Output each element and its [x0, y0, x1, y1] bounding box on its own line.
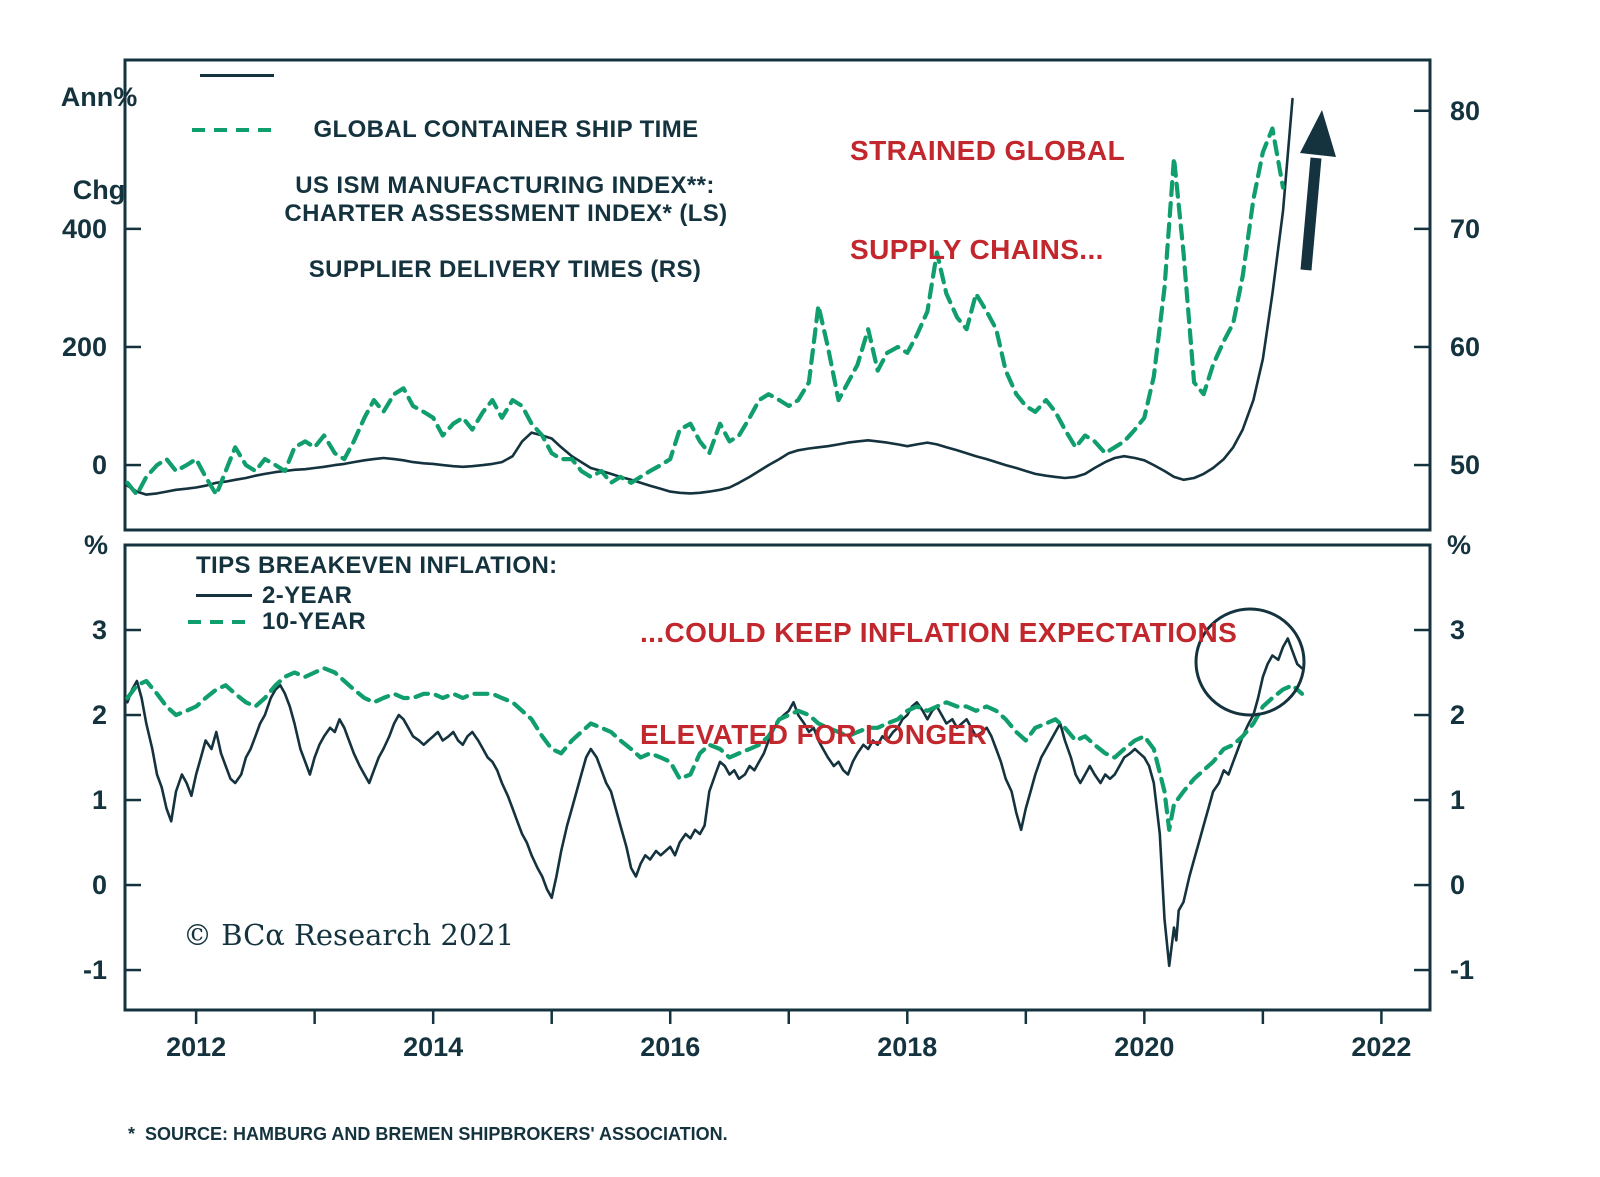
left-axis-tick-label: 3: [92, 615, 107, 645]
axis-unit-line2: Chg: [72, 175, 126, 205]
legend-line: SUPPLIER DELIVERY TIMES (RS): [308, 256, 702, 283]
right-axis-tick-label: -1: [1450, 955, 1474, 985]
highlight-circle: [1194, 607, 1306, 717]
right-axis-tick-label: 2: [1450, 700, 1465, 730]
legend-line: US ISM MANUFACTURING INDEX**:: [295, 172, 715, 199]
left-axis-tick-label: 0: [92, 870, 107, 900]
bottom-panel-frame: [123, 543, 1432, 1012]
series-tips-10yr: [125, 666, 1305, 832]
right-axis-tick-label: 70: [1450, 214, 1480, 244]
series-container-index: [126, 97, 1294, 496]
left-axis-tick-label: 200: [62, 332, 107, 362]
x-axis-year-label: 2012: [166, 1032, 226, 1062]
legend-line: GLOBAL CONTAINER SHIP TIME: [313, 116, 699, 143]
right-axis-tick-label: 80: [1450, 96, 1480, 126]
legend-ism: US ISM MANUFACTURING INDEX**: SUPPLIER D…: [262, 116, 748, 340]
left-axis-tick-label: 2: [92, 700, 107, 730]
footnote-1: * SOURCE: HAMBURG AND BREMEN SHIPBROKERS…: [128, 1124, 728, 1144]
up-arrow-head: [1300, 110, 1336, 157]
container-index-line-sample: [200, 74, 274, 77]
x-axis-year-label: 2014: [403, 1032, 463, 1062]
ism-line-sample: [192, 128, 274, 132]
right-axis-tick-label: 0: [1450, 870, 1465, 900]
annotation-line: STRAINED GLOBAL: [850, 135, 1126, 166]
legend-line: CHARTER ASSESSMENT INDEX* (LS): [284, 200, 728, 227]
axis-unit-line1: Ann%: [60, 82, 138, 112]
right-axis-tick-label: 1: [1450, 785, 1465, 815]
left-axis-tick-label: 0: [92, 450, 107, 480]
x-axis-year-label: 2020: [1114, 1032, 1174, 1062]
legend-tips-10yr: 10-YEAR: [262, 608, 367, 635]
bottom-left-axis-unit: %: [84, 530, 109, 560]
left-axis-tick-label: -1: [83, 955, 107, 985]
legend-tips-2yr: 2-YEAR: [262, 582, 353, 609]
left-axis-tick-label: 400: [62, 214, 107, 244]
left-axis-tick-label: 1: [92, 785, 107, 815]
series-tips-2yr: [126, 637, 1304, 968]
right-axis-tick-label: 60: [1450, 332, 1480, 362]
annotation-line: SUPPLY CHAINS...: [850, 234, 1104, 265]
annotation-supply-chains: STRAINED GLOBAL SUPPLY CHAINS...: [850, 68, 1125, 332]
annotation-line: ELEVATED FOR LONGER: [640, 719, 988, 750]
up-arrow-shaft: [1300, 157, 1322, 271]
top-left-axis-unit: Ann% Chg: [44, 20, 154, 268]
copyright: © BCα Research 2021: [183, 918, 515, 952]
right-axis-tick-label: 50: [1450, 450, 1480, 480]
annotation-line: ...COULD KEEP INFLATION EXPECTATIONS: [640, 617, 1238, 648]
x-axis-year-label: 2022: [1351, 1032, 1411, 1062]
annotation-inflation-expectations: ...COULD KEEP INFLATION EXPECTATIONS ELE…: [640, 548, 1237, 820]
x-axis-year-label: 2016: [640, 1032, 700, 1062]
legend-tips-title: TIPS BREAKEVEN INFLATION:: [196, 552, 558, 579]
footnotes: * SOURCE: HAMBURG AND BREMEN SHIPBROKERS…: [128, 1074, 728, 1177]
tips-10yr-line-sample: [188, 620, 252, 624]
tips-2yr-line-sample: [196, 594, 252, 597]
legend-container-index: GLOBAL CONTAINER SHIP TIME CHARTER ASSES…: [260, 60, 752, 284]
top-panel-frame: [123, 58, 1432, 532]
right-axis-tick-label: 3: [1450, 615, 1465, 645]
x-axis-year-label: 2018: [877, 1032, 937, 1062]
series-ism-delivery-times: [125, 126, 1286, 497]
bottom-right-axis-unit: %: [1447, 530, 1472, 560]
